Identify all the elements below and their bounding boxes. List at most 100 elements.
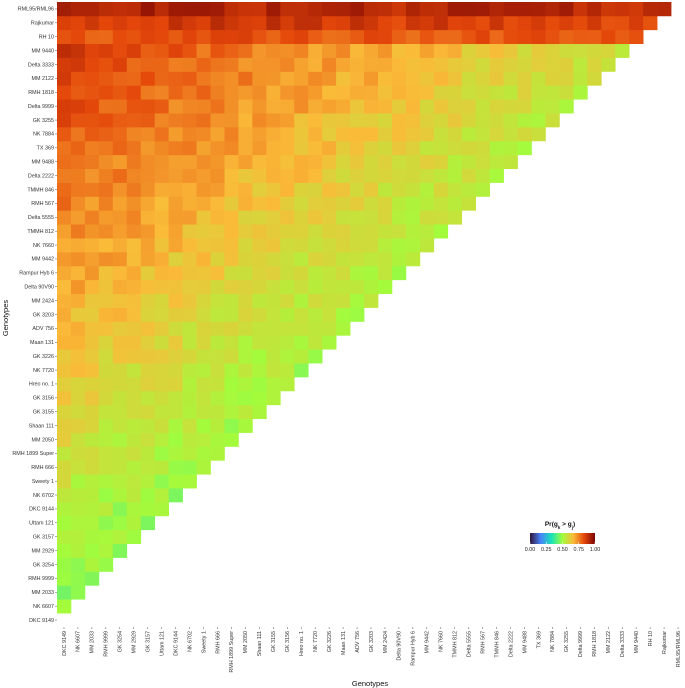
heatmap-cell <box>98 265 114 281</box>
heatmap-cell <box>308 140 323 156</box>
heatmap-cell <box>280 2 295 17</box>
heatmap-cell <box>350 252 365 267</box>
y-tick-label: MM 2033 <box>32 590 54 596</box>
heatmap-cell <box>447 99 463 114</box>
heatmap-cell <box>98 543 114 558</box>
heatmap-cell <box>573 29 588 45</box>
heatmap-cell <box>238 113 253 128</box>
heatmap-cell <box>266 99 281 114</box>
x-tick-label: DKC 9144 <box>173 631 179 656</box>
x-tick-label: Rajkumar <box>662 631 668 654</box>
heatmap-cell <box>57 571 72 586</box>
heatmap-cell <box>196 446 211 461</box>
heatmap-cell <box>503 57 518 72</box>
heatmap-cell <box>350 127 365 142</box>
heatmap-cell <box>70 265 86 281</box>
heatmap-cell <box>140 502 156 517</box>
legend-tick-label: 1.00 <box>590 547 601 553</box>
heatmap-cell <box>140 293 156 308</box>
x-tick-label: GK 3155 <box>271 631 277 652</box>
y-tick-label: NK 6702 <box>33 493 54 499</box>
heatmap-cell <box>84 418 100 433</box>
heatmap-cell <box>182 377 197 392</box>
heatmap-cell <box>280 85 295 100</box>
heatmap-cell <box>210 29 225 45</box>
heatmap-cell <box>210 293 225 308</box>
heatmap-cell <box>391 99 407 114</box>
heatmap-cell <box>336 127 351 142</box>
heatmap-cell <box>377 279 393 295</box>
heatmap-cell <box>531 113 546 128</box>
heatmap-cell <box>238 168 253 183</box>
heatmap-cell <box>252 57 267 72</box>
heatmap-cell <box>154 182 169 197</box>
heatmap-cell <box>98 154 114 170</box>
heatmap-cell <box>98 404 114 420</box>
heatmap-cell <box>377 210 393 225</box>
heatmap-cell <box>252 168 267 183</box>
heatmap-cell <box>405 224 421 239</box>
heatmap-cell <box>294 182 309 197</box>
heatmap-cell <box>308 15 323 31</box>
heatmap-cell <box>280 182 295 197</box>
heatmap-cell <box>615 29 630 45</box>
heatmap-cell <box>168 488 183 503</box>
heatmap-cell <box>57 182 72 197</box>
heatmap-cell <box>391 252 407 267</box>
heatmap-cell <box>503 154 518 170</box>
heatmap-cell <box>182 307 197 322</box>
heatmap-cell <box>377 113 393 128</box>
heatmap-cell <box>280 127 295 142</box>
heatmap-cell <box>84 238 100 253</box>
heatmap-cell <box>419 85 435 100</box>
heatmap-cell <box>252 279 267 295</box>
x-tick-label: GK 3254 <box>118 631 124 652</box>
heatmap-cell <box>84 474 100 489</box>
heatmap-cell <box>224 71 239 86</box>
heatmap-cell <box>210 432 225 447</box>
heatmap-cell <box>475 15 490 31</box>
heatmap-cell <box>210 2 225 17</box>
heatmap-cell <box>210 446 225 461</box>
heatmap-cell <box>140 15 156 31</box>
heatmap-cell <box>252 15 267 31</box>
heatmap-cell <box>98 474 114 489</box>
x-tick-label: GK 3226 <box>327 631 333 652</box>
heatmap-cell <box>210 85 225 100</box>
heatmap-cell <box>461 127 477 142</box>
heatmap-cell <box>531 57 546 72</box>
heatmap-cell <box>168 321 183 336</box>
y-tick-label: RMH 666 <box>31 465 54 471</box>
heatmap-cell <box>126 182 142 197</box>
heatmap-cell <box>112 502 128 517</box>
heatmap-cell <box>182 168 197 183</box>
heatmap-cell <box>391 43 407 58</box>
heatmap-cell <box>112 252 128 267</box>
heatmap-cell <box>154 210 169 225</box>
heatmap-cell <box>140 71 156 86</box>
heatmap-cell <box>280 252 295 267</box>
heatmap-cell <box>126 404 142 420</box>
heatmap-cell <box>322 307 337 322</box>
y-tick-label: TMMH 846 <box>27 187 54 193</box>
heatmap-cell <box>57 432 72 447</box>
heatmap-cell <box>280 140 295 156</box>
heatmap-cell <box>196 99 211 114</box>
heatmap-cell <box>98 252 114 267</box>
y-tick-label: NK 7660 <box>33 243 54 249</box>
heatmap-cell <box>433 140 449 156</box>
heatmap-cell <box>461 182 477 197</box>
heatmap-cell <box>168 43 183 58</box>
heatmap-cell <box>308 113 323 128</box>
heatmap-cell <box>57 363 72 378</box>
heatmap-cell <box>489 15 504 31</box>
heatmap-cell <box>238 196 253 211</box>
y-tick-label: Uttam 121 <box>29 521 54 527</box>
heatmap-cell <box>210 321 225 336</box>
heatmap-cell <box>391 168 407 183</box>
heatmap-cell <box>210 307 225 322</box>
heatmap-cell <box>364 85 379 100</box>
heatmap-cell <box>57 238 72 253</box>
heatmap-cell <box>252 252 267 267</box>
heatmap-cell <box>57 113 72 128</box>
